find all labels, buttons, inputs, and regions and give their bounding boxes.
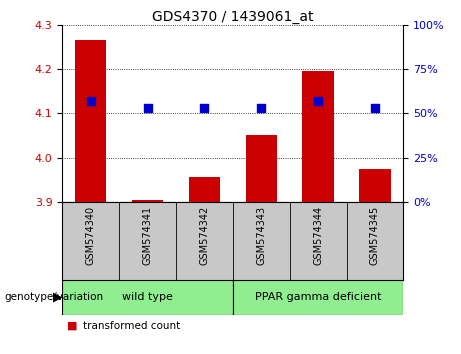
Text: genotype/variation: genotype/variation (5, 292, 104, 302)
Text: ■: ■ (67, 321, 77, 331)
Text: PPAR gamma deficient: PPAR gamma deficient (255, 292, 381, 302)
Point (144, 105, 151, 111)
Point (258, 105, 265, 111)
Point (314, 98, 322, 104)
Text: GSM574341: GSM574341 (142, 206, 153, 265)
Text: transformed count: transformed count (83, 321, 180, 331)
Text: GSM574343: GSM574343 (256, 206, 266, 265)
Point (87, 98, 95, 104)
Bar (302, 71, 334, 202)
Text: GSM574342: GSM574342 (199, 206, 209, 265)
Title: GDS4370 / 1439061_at: GDS4370 / 1439061_at (152, 10, 313, 24)
Text: ▶: ▶ (53, 291, 63, 304)
Bar (359, 169, 390, 202)
Bar (75, 40, 106, 202)
Bar (246, 136, 277, 202)
Text: wild type: wild type (122, 292, 173, 302)
Bar (132, 200, 163, 202)
Bar (233, 280, 403, 315)
Point (201, 105, 208, 111)
Point (371, 105, 378, 111)
Text: GSM574340: GSM574340 (86, 206, 96, 265)
Bar (189, 177, 220, 202)
Bar (62, 280, 233, 315)
Text: GSM574345: GSM574345 (370, 206, 380, 265)
Text: GSM574344: GSM574344 (313, 206, 323, 265)
